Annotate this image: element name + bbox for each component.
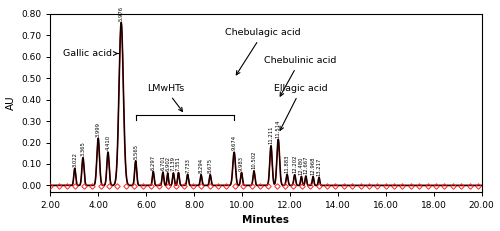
Text: 12.667: 12.667: [304, 156, 308, 174]
Text: 4.410: 4.410: [106, 135, 110, 150]
Text: Gallic acid: Gallic acid: [64, 49, 118, 58]
Y-axis label: AU: AU: [6, 96, 16, 110]
Text: 13.217: 13.217: [316, 157, 322, 176]
Text: 11.514: 11.514: [276, 119, 280, 138]
Text: Chebulagic acid: Chebulagic acid: [225, 28, 301, 75]
Text: 12.968: 12.968: [310, 156, 316, 175]
Text: 5.976: 5.976: [118, 6, 124, 21]
Text: 8.294: 8.294: [198, 158, 203, 173]
Text: 11.883: 11.883: [284, 154, 290, 173]
Text: 7.351: 7.351: [176, 156, 181, 171]
Text: Chebulinic acid: Chebulinic acid: [264, 56, 336, 96]
Text: 6.297: 6.297: [150, 155, 156, 170]
Text: 3.999: 3.999: [96, 122, 100, 137]
Text: 7.733: 7.733: [185, 158, 190, 173]
Text: 10.502: 10.502: [252, 151, 256, 169]
Text: LMwHTs: LMwHTs: [146, 84, 184, 111]
Text: 9.983: 9.983: [239, 156, 244, 171]
Text: 9.674: 9.674: [232, 135, 236, 150]
Text: 3.022: 3.022: [72, 152, 78, 167]
Text: Ellagic acid: Ellagic acid: [274, 84, 328, 130]
Text: 8.675: 8.675: [208, 158, 212, 173]
Text: 11.211: 11.211: [268, 125, 274, 144]
Text: 6.701: 6.701: [160, 155, 166, 170]
Text: 6.902: 6.902: [165, 156, 170, 171]
Text: 7.139: 7.139: [171, 156, 176, 171]
X-axis label: Minutes: Minutes: [242, 216, 290, 225]
Text: 5.565: 5.565: [133, 144, 138, 159]
Text: 12.480: 12.480: [299, 156, 304, 175]
Text: 12.202: 12.202: [292, 155, 297, 173]
Text: 3.365: 3.365: [80, 141, 86, 156]
